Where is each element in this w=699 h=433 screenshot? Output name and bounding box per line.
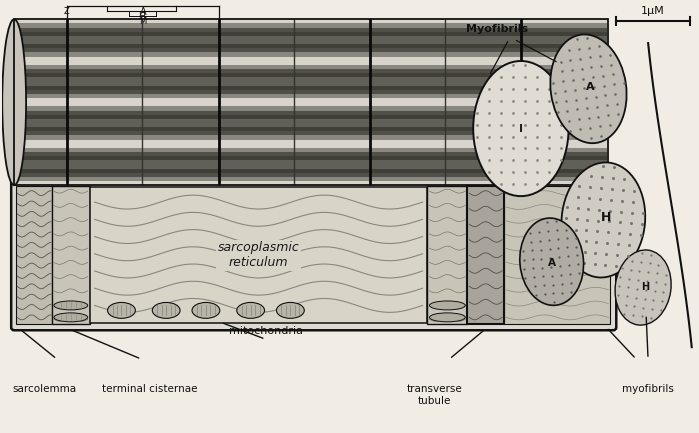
Bar: [15, 28, 607, 32]
Text: transverse
tubule: transverse tubule: [407, 384, 462, 406]
Text: mitochondria: mitochondria: [229, 326, 303, 336]
Bar: [15, 127, 607, 132]
Bar: [15, 23, 607, 28]
Ellipse shape: [520, 218, 584, 305]
Bar: [14, 19, 608, 185]
Bar: [15, 123, 607, 127]
Bar: [15, 57, 607, 61]
Text: H: H: [641, 281, 649, 291]
Text: myofibrils: myofibrils: [622, 384, 674, 394]
Ellipse shape: [54, 301, 87, 310]
Bar: [15, 90, 607, 94]
Bar: [15, 152, 607, 156]
Ellipse shape: [2, 19, 26, 185]
Text: H: H: [601, 211, 612, 224]
Ellipse shape: [237, 302, 264, 318]
Ellipse shape: [473, 61, 568, 196]
Bar: [15, 65, 607, 69]
Bar: [15, 110, 607, 115]
Bar: [15, 69, 607, 74]
Ellipse shape: [429, 301, 466, 310]
Bar: [15, 181, 607, 185]
Bar: [15, 61, 607, 65]
Bar: [15, 52, 607, 57]
Ellipse shape: [550, 35, 626, 143]
Bar: [15, 156, 607, 161]
Text: sarcolemma: sarcolemma: [12, 384, 76, 394]
Bar: [15, 168, 607, 173]
Bar: [15, 165, 607, 169]
Text: 1μM: 1μM: [641, 6, 665, 16]
Text: A: A: [140, 7, 146, 17]
Bar: [15, 94, 607, 98]
Bar: [15, 36, 607, 40]
Bar: [89, 187, 428, 323]
Bar: [15, 78, 607, 82]
Bar: [15, 139, 607, 144]
Text: Z: Z: [64, 7, 70, 16]
Bar: [15, 73, 607, 78]
Ellipse shape: [615, 250, 671, 325]
Bar: [15, 173, 607, 177]
Text: A: A: [548, 258, 556, 268]
Bar: [15, 160, 607, 165]
Bar: [15, 86, 607, 90]
Bar: [14, 19, 608, 185]
Bar: [15, 40, 607, 45]
Bar: [15, 177, 607, 181]
Bar: [52, 186, 89, 324]
Bar: [15, 32, 607, 36]
Bar: [15, 107, 607, 111]
Ellipse shape: [429, 313, 466, 322]
Bar: [15, 98, 607, 103]
Bar: [15, 115, 607, 119]
Ellipse shape: [108, 302, 136, 318]
Ellipse shape: [54, 313, 87, 322]
Bar: [504, 186, 610, 324]
Text: Myofibrils: Myofibrils: [466, 24, 528, 34]
Text: M: M: [139, 17, 147, 26]
Text: H: H: [138, 12, 145, 21]
Bar: [15, 19, 607, 24]
Text: A: A: [586, 82, 595, 92]
Bar: [16, 186, 52, 324]
Bar: [15, 102, 607, 107]
Bar: [15, 148, 607, 152]
Text: terminal cisternae: terminal cisternae: [101, 384, 197, 394]
Bar: [15, 48, 607, 53]
Ellipse shape: [192, 302, 220, 318]
Bar: [15, 44, 607, 48]
Bar: [467, 186, 504, 324]
Bar: [15, 81, 607, 86]
Ellipse shape: [561, 162, 645, 278]
FancyBboxPatch shape: [11, 180, 617, 330]
Bar: [428, 186, 467, 324]
Bar: [15, 131, 607, 136]
Ellipse shape: [152, 302, 180, 318]
Bar: [15, 136, 607, 140]
Bar: [15, 119, 607, 123]
Bar: [15, 144, 607, 148]
Ellipse shape: [277, 302, 304, 318]
Text: I: I: [519, 123, 523, 133]
Text: sarcoplasmic
reticulum: sarcoplasmic reticulum: [217, 241, 299, 269]
